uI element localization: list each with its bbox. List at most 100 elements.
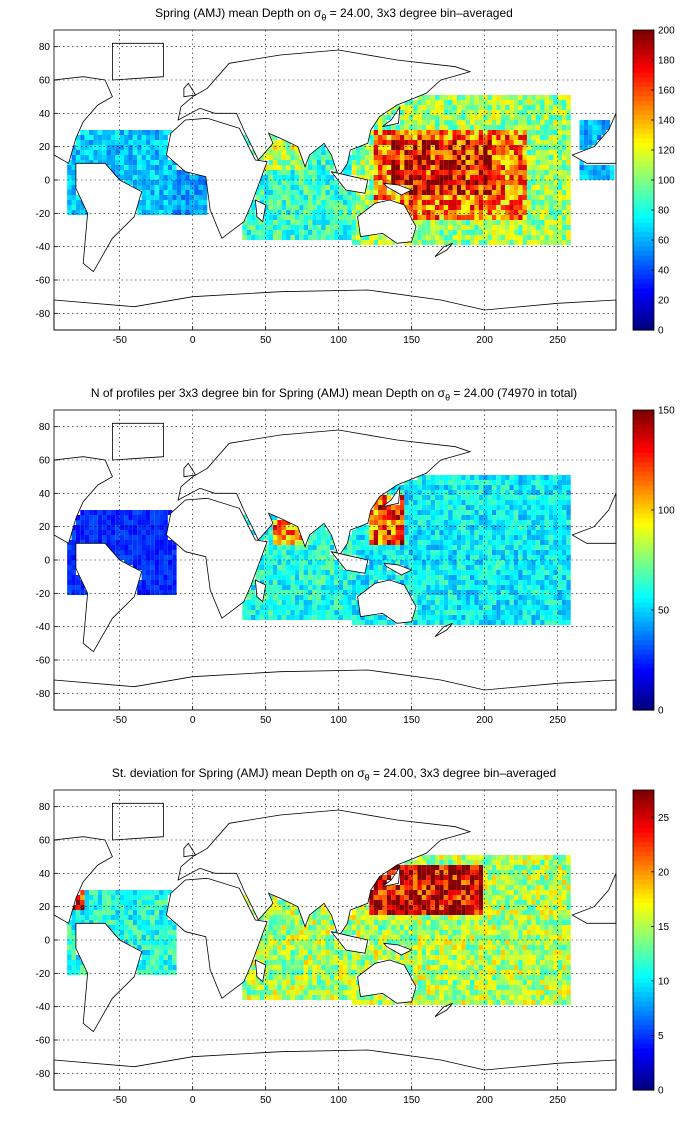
heatmap-cell <box>540 555 545 560</box>
heatmap-cell <box>294 995 300 1000</box>
heatmap-cell <box>426 165 431 170</box>
heatmap-cell <box>535 175 541 180</box>
heatmap-cell <box>84 920 90 925</box>
y-tick-label: -80 <box>36 309 51 320</box>
heatmap-cell <box>312 530 317 535</box>
heatmap-cell <box>321 205 326 210</box>
heatmap-cell <box>478 555 484 560</box>
heatmap-cell <box>360 585 365 590</box>
heatmap-cell <box>461 520 466 525</box>
heatmap-cell <box>360 235 365 240</box>
heatmap-cell <box>351 570 357 575</box>
heatmap-cell <box>299 575 304 580</box>
heatmap-cell <box>185 195 190 200</box>
heatmap-cell <box>518 495 523 500</box>
heatmap-cell <box>404 520 409 525</box>
heatmap-cell <box>115 130 120 135</box>
heatmap-cell <box>307 960 313 965</box>
heatmap-cell <box>544 550 549 555</box>
heatmap-cell <box>163 915 168 920</box>
heatmap-cell <box>531 585 536 590</box>
heatmap-cell <box>277 520 282 525</box>
heatmap-cell <box>557 560 562 565</box>
heatmap-cell <box>364 175 370 180</box>
heatmap-cell <box>413 490 418 495</box>
heatmap-cell <box>163 155 168 160</box>
heatmap-cell <box>312 615 317 620</box>
heatmap-cell <box>557 540 562 545</box>
heatmap-cell <box>154 205 160 210</box>
heatmap-cell <box>329 615 335 620</box>
heatmap-cell <box>259 980 265 985</box>
heatmap-cell <box>172 950 177 955</box>
heatmap-cell <box>500 185 506 190</box>
heatmap-cell <box>496 95 501 100</box>
heatmap-cell <box>202 195 208 200</box>
heatmap-cell <box>561 530 567 535</box>
heatmap-cell <box>417 225 422 230</box>
heatmap-cell <box>491 480 497 485</box>
heatmap-cell <box>268 960 273 965</box>
heatmap-cell <box>452 510 457 515</box>
heatmap-cell <box>395 175 400 180</box>
heatmap-cell <box>579 130 584 135</box>
heatmap-cell <box>505 185 510 190</box>
heatmap-cell <box>399 195 405 200</box>
heatmap-cell <box>264 955 269 960</box>
heatmap-cell <box>557 200 562 205</box>
heatmap-cell <box>456 535 462 540</box>
heatmap-cell <box>553 95 558 100</box>
colorbar-swatch <box>633 203 654 209</box>
heatmap-cell <box>386 110 392 115</box>
heatmap-cell <box>540 580 545 585</box>
heatmap-cell <box>588 170 593 175</box>
y-tick-label: 20 <box>39 142 51 153</box>
heatmap-cell <box>145 940 151 945</box>
heatmap-cell <box>181 210 186 215</box>
heatmap-cell <box>141 155 146 160</box>
heatmap-cell <box>194 205 199 210</box>
heatmap-cell <box>71 585 76 590</box>
heatmap-cell <box>159 205 164 210</box>
heatmap-cell <box>172 970 177 975</box>
heatmap-cell <box>399 525 405 530</box>
heatmap-cell <box>329 185 335 190</box>
heatmap-cell <box>84 525 90 530</box>
heatmap-cell <box>277 990 282 995</box>
heatmap-cell <box>548 185 554 190</box>
heatmap-cell <box>540 220 545 225</box>
heatmap-cell <box>145 165 151 170</box>
heatmap-cell <box>408 505 414 510</box>
heatmap-cell <box>491 620 497 625</box>
heatmap-cell <box>448 230 453 235</box>
heatmap-cell <box>281 955 287 960</box>
heatmap-cell <box>439 135 444 140</box>
y-tick-label: -40 <box>36 242 51 253</box>
heatmap-cell <box>84 900 90 905</box>
heatmap-cell <box>321 150 326 155</box>
heatmap-cell <box>106 140 111 145</box>
heatmap-cell <box>548 225 554 230</box>
heatmap-cell <box>281 570 287 575</box>
heatmap-cell <box>491 165 497 170</box>
colorbar-swatch <box>633 480 654 486</box>
heatmap-cell <box>496 620 501 625</box>
heatmap-cell <box>378 165 383 170</box>
heatmap-cell <box>264 530 269 535</box>
heatmap-cell <box>487 140 492 145</box>
heatmap-cell <box>544 240 549 245</box>
heatmap-cell <box>343 580 348 585</box>
heatmap-cell <box>391 490 396 495</box>
heatmap-cell <box>566 490 571 495</box>
heatmap-cell <box>163 565 168 570</box>
heatmap-cell <box>71 155 76 160</box>
heatmap-cell <box>119 175 125 180</box>
heatmap-cell <box>110 535 116 540</box>
heatmap-cell <box>294 530 300 535</box>
heatmap-cell <box>89 145 94 150</box>
heatmap-cell <box>351 165 357 170</box>
heatmap-cell <box>448 570 453 575</box>
heatmap-cell <box>531 210 536 215</box>
heatmap-cell <box>141 135 146 140</box>
heatmap-cell <box>351 195 357 200</box>
